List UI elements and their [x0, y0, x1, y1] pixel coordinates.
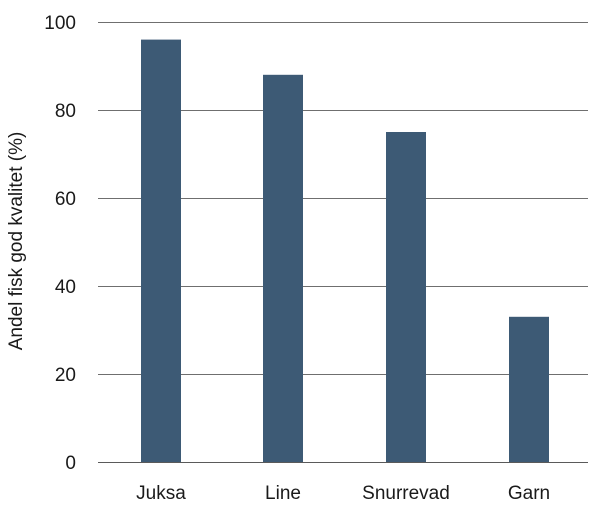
- y-tick-label: 80: [55, 101, 76, 122]
- bar-line: [263, 74, 303, 463]
- y-tick-label: 20: [55, 365, 76, 386]
- y-tick-labels: 0 20 40 60 80 100: [44, 13, 76, 474]
- y-axis-title: Andel fisk god kvalitet (%): [6, 132, 27, 351]
- x-tick-label-juksa: Juksa: [136, 483, 186, 504]
- bar-juksa: [141, 39, 181, 462]
- bars: [141, 39, 549, 463]
- y-tick-label: 100: [44, 13, 76, 34]
- x-tick-label-garn: Garn: [508, 483, 550, 504]
- y-tick-label: 60: [55, 189, 76, 210]
- y-tick-label: 40: [55, 277, 76, 298]
- x-tick-label-snurrevad: Snurrevad: [362, 483, 450, 504]
- y-tick-label: 0: [65, 453, 76, 474]
- x-tick-label-line: Line: [265, 483, 301, 504]
- bar-garn: [509, 316, 549, 462]
- bar-snurrevad: [386, 132, 426, 462]
- x-tick-labels: Juksa Line Snurrevad Garn: [136, 483, 550, 504]
